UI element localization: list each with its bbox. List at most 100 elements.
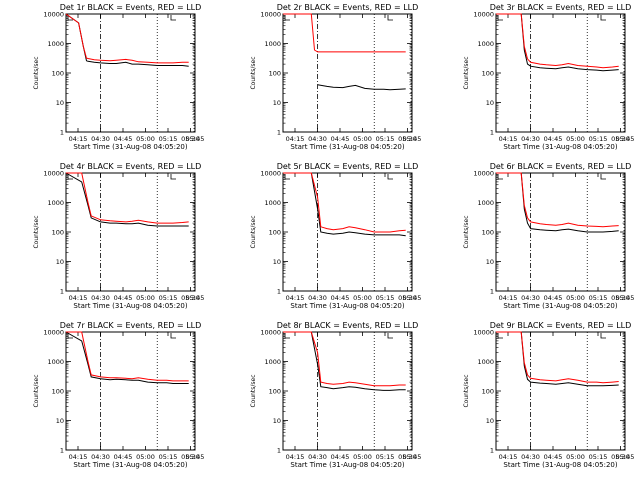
x-tick-label: 04:30 — [521, 294, 540, 302]
corner-bracket-icon — [170, 333, 176, 339]
x-tick-label: 04:45 — [114, 135, 133, 143]
x-tick-label: 04:45 — [114, 453, 133, 461]
x-tick-label: 05:45 — [403, 135, 422, 143]
panel-det-6: Det 6r BLACK = Events, RED = LLD 1 10 100 10… — [463, 162, 634, 310]
x-tick-label: 05:30 — [398, 294, 417, 302]
y-axis-label: Counts/sec — [33, 374, 40, 407]
plot-frame — [495, 13, 626, 133]
x-tick-label: 05:15 — [159, 294, 178, 302]
chart-title: Det 8r BLACK = Events, RED = LLD — [277, 321, 419, 330]
x-tick-label: 04:30 — [521, 135, 540, 143]
x-tick-label: 04:30 — [308, 294, 327, 302]
x-tick-label: 04:15 — [69, 294, 88, 302]
x-tick-label: 05:00 — [566, 135, 585, 143]
x-tick-label: 04:45 — [544, 453, 563, 461]
y-tick-label: 10000 — [473, 11, 494, 19]
y-tick-label: 10000 — [260, 170, 281, 178]
x-tick-label: 05:45 — [186, 294, 205, 302]
events-series-line — [496, 13, 619, 72]
x-tick-label: 05:15 — [589, 294, 608, 302]
corner-bracket-icon — [67, 333, 73, 339]
y-tick-label: 100 — [52, 388, 64, 396]
x-tick-label: 04:45 — [544, 294, 563, 302]
lld-series-line — [283, 331, 406, 387]
plot-frame — [282, 331, 413, 451]
y-tick-label: 1 — [490, 129, 494, 137]
lld-series-line — [65, 13, 189, 64]
x-tick-label: 04:30 — [91, 453, 110, 461]
y-tick-label: 10000 — [43, 11, 64, 19]
x-tick-label: 05:30 — [611, 294, 630, 302]
x-tick-label: 04:30 — [308, 453, 327, 461]
y-tick-label: 1 — [60, 288, 64, 296]
events-series-line — [65, 331, 189, 384]
y-tick-label: 1000 — [477, 40, 494, 48]
events-series-line — [65, 172, 189, 227]
x-tick-label: 04:45 — [331, 453, 350, 461]
panel-det-9: Det 9r BLACK = Events, RED = LLD 1 10 100 10… — [463, 321, 634, 469]
y-axis-label: Counts/sec — [250, 215, 257, 248]
y-tick-label: 10000 — [43, 170, 64, 178]
events-series-line — [496, 331, 619, 387]
y-tick-label: 100 — [269, 229, 281, 237]
x-tick-label: 05:15 — [589, 135, 608, 143]
y-tick-label: 1 — [60, 447, 64, 455]
y-tick-label: 1000 — [477, 199, 494, 207]
y-tick-label: 10000 — [473, 329, 494, 337]
corner-bracket-icon — [67, 15, 73, 21]
x-tick-label: 04:15 — [69, 135, 88, 143]
chart-title: Det 1r BLACK = Events, RED = LLD — [60, 3, 202, 12]
y-tick-label: 1 — [277, 129, 281, 137]
y-tick-label: 100 — [482, 70, 494, 78]
chart-title: Det 3r BLACK = Events, RED = LLD — [490, 3, 632, 12]
x-axis-label: Start Time (31-Aug-08 04:05:20) — [503, 143, 617, 151]
x-tick-label: 04:30 — [308, 135, 327, 143]
x-tick-label: 05:45 — [403, 453, 422, 461]
x-tick-label: 04:15 — [499, 294, 518, 302]
y-tick-label: 10 — [273, 258, 281, 266]
x-tick-label: 05:30 — [181, 294, 200, 302]
events-series-line — [496, 172, 619, 233]
x-tick-label: 04:45 — [331, 294, 350, 302]
y-axis-label: Counts/sec — [463, 215, 470, 248]
y-tick-label: 10 — [486, 99, 494, 107]
y-tick-label: 1000 — [264, 199, 281, 207]
plot-frame — [65, 13, 196, 133]
x-tick-label: 05:00 — [353, 135, 372, 143]
x-tick-label: 05:00 — [353, 453, 372, 461]
y-tick-label: 10 — [56, 417, 64, 425]
y-axis-label: Counts/sec — [250, 374, 257, 407]
x-tick-label: 04:15 — [286, 135, 305, 143]
x-tick-label: 05:45 — [616, 135, 635, 143]
events-series-line — [283, 172, 406, 237]
x-tick-label: 04:15 — [286, 453, 305, 461]
corner-bracket-icon — [284, 333, 290, 339]
x-axis-label: Start Time (31-Aug-08 04:05:20) — [73, 302, 187, 310]
y-tick-label: 10 — [273, 99, 281, 107]
x-tick-label: 05:00 — [353, 294, 372, 302]
lld-series-line — [283, 172, 406, 233]
y-tick-label: 10000 — [260, 329, 281, 337]
x-tick-label: 04:30 — [521, 453, 540, 461]
y-axis-label: Counts/sec — [33, 215, 40, 248]
corner-bracket-icon — [497, 174, 503, 180]
x-tick-label: 04:15 — [499, 135, 518, 143]
corner-bracket-icon — [600, 174, 606, 180]
y-tick-label: 10 — [486, 417, 494, 425]
x-tick-label: 04:30 — [91, 294, 110, 302]
plot-frame — [282, 13, 413, 133]
x-axis-label: Start Time (31-Aug-08 04:05:20) — [73, 461, 187, 469]
x-tick-label: 04:15 — [69, 453, 88, 461]
corner-bracket-icon — [497, 15, 503, 21]
corner-bracket-icon — [284, 15, 290, 21]
lld-series-line — [283, 13, 406, 53]
x-axis-label: Start Time (31-Aug-08 04:05:20) — [290, 461, 404, 469]
chart-title: Det 2r BLACK = Events, RED = LLD — [277, 3, 419, 12]
chart-title: Det 6r BLACK = Events, RED = LLD — [490, 162, 632, 171]
chart-title: Det 4r BLACK = Events, RED = LLD — [60, 162, 202, 171]
corner-bracket-icon — [67, 174, 73, 180]
panel-det-2: Det 2r BLACK = Events, RED = LLD 1 10 100 10… — [250, 3, 421, 151]
panel-det-4: Det 4r BLACK = Events, RED = LLD 1 10 100 10… — [33, 162, 204, 310]
x-tick-label: 05:15 — [376, 294, 395, 302]
